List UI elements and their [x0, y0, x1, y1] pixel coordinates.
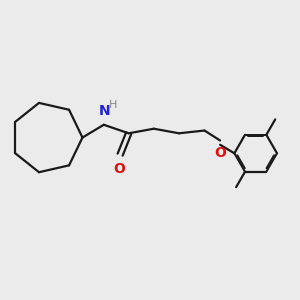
Text: O: O: [113, 162, 125, 176]
Text: H: H: [109, 100, 117, 110]
Text: N: N: [99, 104, 110, 118]
Text: O: O: [214, 146, 226, 160]
